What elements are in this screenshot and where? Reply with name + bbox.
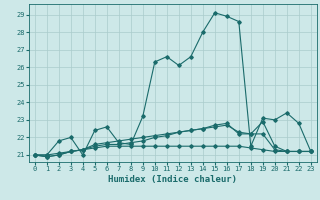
X-axis label: Humidex (Indice chaleur): Humidex (Indice chaleur) — [108, 175, 237, 184]
